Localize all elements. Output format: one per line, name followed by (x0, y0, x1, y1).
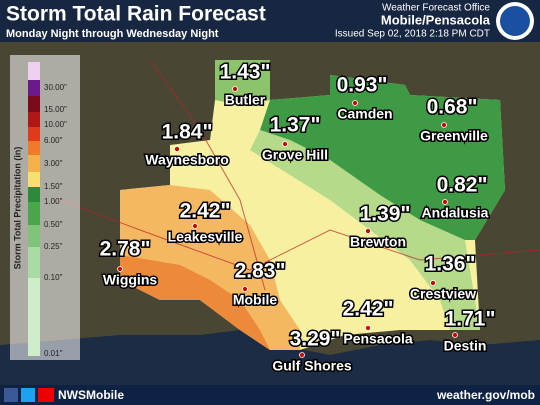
city-amount: 1.43" (220, 61, 271, 84)
legend-tick-label: 0.50" (44, 220, 63, 229)
facebook-icon[interactable] (4, 388, 18, 402)
legend-swatch (28, 112, 40, 127)
city-name: Crestview (410, 286, 476, 302)
city-name: Butler (225, 92, 266, 108)
city-name: Mobile (233, 292, 278, 308)
legend-swatch (28, 278, 40, 356)
city-dot (174, 146, 180, 152)
legend-tick-label: 1.50" (44, 182, 63, 191)
legend-swatch (28, 247, 40, 278)
city-dot (242, 286, 248, 292)
city-amount: 1.37" (270, 114, 321, 137)
city-dot (441, 122, 447, 128)
city-name: Brewton (350, 234, 406, 250)
city-amount: 1.84" (162, 121, 213, 144)
city-amount: 1.39" (360, 203, 411, 226)
legend-ticks: 30.00" 15.00" 10.00" 6.00" 3.00" 1.50" 1.00" 0.… (44, 83, 67, 358)
city-name: Greenville (420, 128, 488, 144)
city-name: Waynesboro (145, 152, 229, 168)
city-name: Leakesville (168, 229, 243, 245)
city-name: Camden (337, 106, 392, 122)
city-dot (299, 352, 305, 358)
city-amount: 0.68" (427, 96, 478, 119)
city-dot (365, 228, 371, 234)
gulf (0, 330, 540, 385)
legend-swatch (28, 96, 40, 112)
legend-tick-label: 6.00" (44, 136, 63, 145)
location: Mobile/Pensacola (381, 12, 491, 27)
city-name: Destin (444, 338, 487, 354)
footer-bar (0, 385, 540, 405)
header-bar (0, 0, 540, 42)
city-name: Pensacola (343, 331, 412, 347)
legend-tick-label: 3.00" (44, 159, 63, 168)
legend-tick-label: 1.00" (44, 197, 63, 206)
social-handle[interactable]: NWSMobile (58, 388, 124, 402)
office: Weather Forecast Office (382, 3, 490, 14)
legend-swatch (28, 127, 40, 141)
city-dot (430, 280, 436, 286)
city-dot (352, 100, 358, 106)
city-amount: 2.83" (235, 260, 286, 283)
subtitle: Monday Night through Wednesday Night (6, 28, 219, 40)
city-name: Andalusia (422, 205, 489, 221)
rain-area-darkorange (120, 255, 270, 350)
city-amount: 3.29" (290, 328, 341, 351)
legend-panel (10, 55, 80, 360)
legend-swatch (28, 225, 40, 247)
twitter-icon[interactable] (21, 388, 35, 402)
legend-tick-label: 0.10" (44, 273, 63, 282)
rain-area-lightgreen (250, 130, 480, 330)
title: Storm Total Rain Forecast (6, 3, 266, 26)
city-amount: 2.78" (100, 238, 151, 261)
city-name: Wiggins (103, 272, 158, 288)
city-amount: 0.93" (337, 74, 388, 97)
city-amount: 2.42" (343, 298, 394, 321)
legend-tick-label: 0.01" (44, 349, 63, 358)
legend-title: Storm Total Precipitation (in) (12, 147, 22, 270)
city-dot (365, 325, 371, 331)
legend-tick-label: 15.00" (44, 105, 67, 114)
legend-tick-label: 10.00" (44, 120, 67, 129)
city-name: Grove Hill (262, 147, 328, 163)
rain-area-green (260, 75, 505, 240)
city-amount: 1.36" (425, 253, 476, 276)
website[interactable]: weather.gov/mob (436, 388, 535, 402)
issued: Issued Sep 02, 2018 2:18 PM CDT (335, 29, 490, 40)
legend-bar (28, 62, 40, 356)
city-dot (452, 332, 458, 338)
youtube-icon[interactable] (38, 388, 54, 402)
city-dot (232, 86, 238, 92)
city-name: Gulf Shores (272, 358, 352, 374)
legend-swatch (28, 202, 40, 225)
city-dot (117, 266, 123, 272)
nws-logo-inner (500, 6, 530, 36)
city-amount: 1.71" (445, 308, 496, 331)
roads (59, 59, 540, 291)
legend-swatch (28, 80, 40, 96)
legend-tick-label: 0.25" (44, 242, 63, 251)
city-dot (442, 199, 448, 205)
legend-swatch (28, 172, 40, 187)
cities: 1.43" Butler 0.93" Camden 0.68" Greenville 1.8… (98, 59, 497, 375)
legend-swatch (28, 62, 40, 80)
city-dot (282, 141, 288, 147)
city-amount: 2.42" (180, 200, 231, 223)
legend-swatch (28, 187, 40, 202)
rain-area-paleg (215, 60, 270, 105)
legend-tick-label: 30.00" (44, 83, 67, 92)
city-dot (192, 223, 198, 229)
legend-swatch (28, 141, 40, 155)
city-amount: 0.82" (437, 174, 488, 197)
legend-swatch (28, 155, 40, 172)
rain-area-orange (120, 185, 300, 350)
